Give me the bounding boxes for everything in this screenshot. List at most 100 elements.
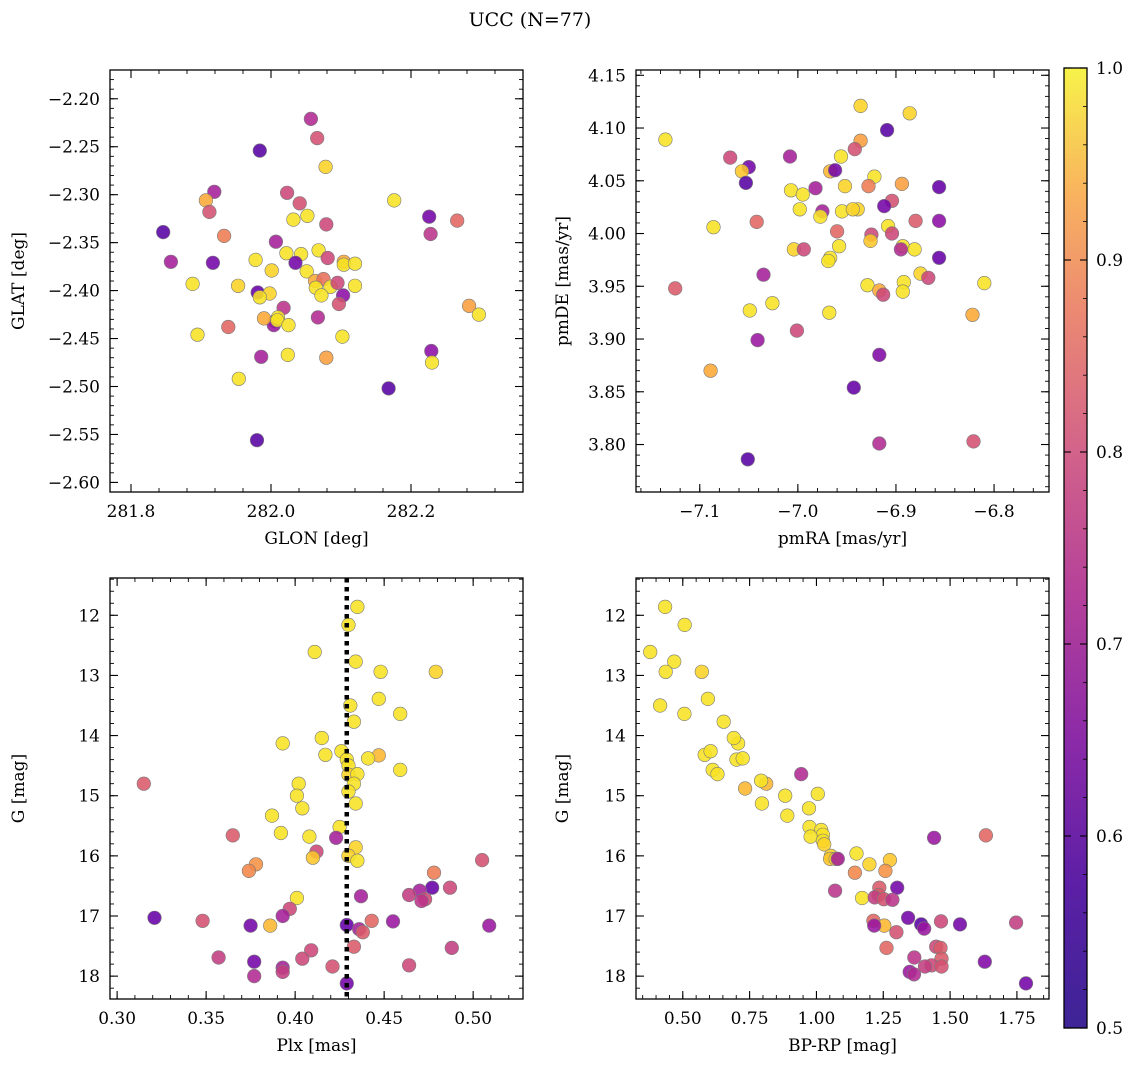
- data-point: [862, 857, 877, 872]
- data-point: [756, 267, 771, 282]
- data-point: [364, 913, 379, 928]
- y-tick-label: 18: [78, 967, 100, 987]
- data-point: [876, 287, 891, 302]
- data-point: [668, 281, 683, 296]
- data-point: [426, 865, 442, 880]
- data-point: [667, 654, 682, 669]
- data-point: [965, 307, 980, 322]
- data-point: [264, 263, 279, 278]
- colorbar-ticks: 0.5 0.6 0.7 0.8 0.9 1.0: [1064, 59, 1123, 1039]
- data-point: [348, 654, 363, 669]
- data-point: [318, 747, 333, 762]
- colorbar: 0.5 0.6 0.7 0.8 0.9 1.0: [1063, 59, 1123, 1039]
- data-point: [878, 863, 893, 879]
- panel-frame: [635, 69, 1050, 493]
- data-point: [275, 964, 290, 980]
- data-point: [829, 224, 845, 239]
- x-tick-label: 1.25: [864, 1009, 902, 1029]
- y-tick-label: −2.50: [48, 378, 100, 398]
- x-tick-label: 1.75: [998, 1009, 1036, 1029]
- data-point: [846, 380, 861, 395]
- data-point: [318, 159, 333, 174]
- x-tick-label: 0.35: [187, 1009, 225, 1029]
- data-point: [475, 852, 490, 868]
- data-point: [280, 185, 295, 200]
- data-point: [813, 209, 828, 224]
- plot-area: [156, 111, 487, 448]
- data-point: [305, 850, 321, 865]
- x-tick-label: −7.0: [777, 502, 818, 522]
- data-point: [373, 664, 388, 679]
- data-point: [311, 243, 326, 258]
- data-point: [765, 296, 780, 311]
- data-point: [908, 213, 923, 228]
- data-point: [387, 193, 402, 208]
- data-point: [163, 254, 178, 269]
- data-point: [700, 691, 716, 707]
- data-point: [225, 828, 240, 843]
- data-point: [879, 123, 895, 138]
- data-point: [723, 150, 738, 165]
- figure-title: UCC (N=77): [469, 9, 592, 31]
- x-tick-label: 0.50: [664, 1009, 702, 1029]
- data-point: [346, 939, 362, 954]
- data-point: [425, 880, 440, 895]
- data-point: [879, 940, 894, 956]
- x-tick-label: 0.30: [98, 1009, 136, 1029]
- data-point: [726, 730, 741, 746]
- y-tick-label: 14: [604, 727, 626, 747]
- data-point: [156, 225, 171, 240]
- data-point: [348, 796, 363, 811]
- data-point: [303, 111, 319, 126]
- data-point: [884, 226, 900, 241]
- data-point: [658, 664, 673, 679]
- plot-area: [658, 98, 992, 467]
- x-tick-label: −6.8: [973, 502, 1014, 522]
- data-point: [917, 959, 933, 974]
- data-point: [289, 890, 305, 906]
- panel-glon-glat: 281.8 282.0 282.2 −2.60 −2.55 −2.50 −2.45 −2.40…: [9, 69, 524, 549]
- y-tick-label: 12: [78, 606, 100, 626]
- data-point: [703, 363, 718, 378]
- y-tick-label: 4.05: [588, 172, 626, 192]
- colorbar-tick-label: 1.0: [1096, 59, 1123, 79]
- data-point: [279, 246, 294, 261]
- data-point: [300, 208, 315, 223]
- data-point: [801, 801, 817, 816]
- data-point: [371, 691, 386, 707]
- data-point: [794, 766, 809, 782]
- data-point: [231, 371, 246, 386]
- data-point: [273, 825, 289, 841]
- data-point: [907, 950, 922, 965]
- x-tick-label: 1.50: [931, 1009, 969, 1029]
- y-tick-label: 3.90: [588, 330, 626, 350]
- data-point: [147, 910, 162, 925]
- data-point: [292, 196, 307, 211]
- data-point: [803, 829, 818, 844]
- data-point: [241, 863, 256, 879]
- data-point: [307, 644, 322, 660]
- x-tick-label: 282.0: [247, 502, 296, 522]
- data-point: [248, 252, 263, 267]
- data-point: [444, 940, 459, 956]
- data-point: [442, 880, 458, 895]
- x-tick-label: 0.40: [276, 1009, 314, 1029]
- y-tick-label: 14: [78, 727, 100, 747]
- y-tick-label: −2.25: [48, 138, 100, 158]
- data-point: [211, 950, 226, 965]
- data-point: [742, 303, 757, 318]
- x-tick-label: −6.9: [875, 502, 916, 522]
- data-point: [845, 202, 860, 217]
- colorbar-frame: [1063, 67, 1088, 1029]
- data-point: [347, 278, 363, 293]
- data-point: [750, 333, 765, 348]
- data-point: [424, 355, 440, 370]
- y-tick-label: −2.60: [48, 473, 100, 493]
- data-point: [190, 327, 205, 342]
- colorbar-tick-label: 0.6: [1096, 827, 1123, 847]
- data-point: [264, 808, 280, 823]
- data-point: [952, 917, 968, 932]
- panel-plx-g: 0.30 0.35 0.40 0.45 0.50 12 13 14 15 16 17 18 Plx [m…: [9, 577, 524, 1056]
- data-point: [966, 434, 981, 449]
- data-point: [330, 275, 345, 291]
